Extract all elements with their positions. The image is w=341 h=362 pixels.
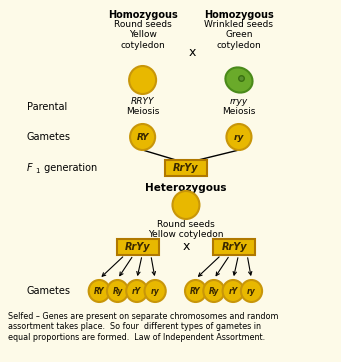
Circle shape [145,280,166,302]
Text: Selfed – Genes are present on separate chromosomes and random
assortment takes p: Selfed – Genes are present on separate c… [8,312,278,342]
Circle shape [107,280,128,302]
Text: ry: ry [247,286,256,295]
Text: ry: ry [151,286,160,295]
Text: RY: RY [94,286,105,295]
FancyBboxPatch shape [117,239,159,255]
Text: RRYY: RRYY [131,97,154,106]
Text: Meiosis: Meiosis [222,107,256,116]
Text: Homozygous: Homozygous [108,10,177,20]
Text: rryy: rryy [230,97,248,106]
Text: Gametes: Gametes [27,286,71,296]
Circle shape [89,280,110,302]
Text: Meiosis: Meiosis [126,107,159,116]
FancyBboxPatch shape [165,160,207,176]
Text: Gametes: Gametes [27,132,71,142]
Ellipse shape [225,67,253,93]
Circle shape [173,191,199,219]
Circle shape [223,280,244,302]
Text: Ry: Ry [113,286,123,295]
Text: 1: 1 [36,168,40,174]
Text: Parental: Parental [27,102,67,112]
Circle shape [130,124,155,150]
Text: Round seeds
Yellow
cotyledon: Round seeds Yellow cotyledon [114,20,172,50]
Text: Round seeds
Yellow cotyledon: Round seeds Yellow cotyledon [148,220,224,239]
Text: Ry: Ry [209,286,219,295]
Circle shape [241,280,262,302]
FancyBboxPatch shape [213,239,255,255]
Text: RrYy: RrYy [221,242,247,252]
Text: ry: ry [234,132,244,142]
Text: Homozygous: Homozygous [204,10,274,20]
Circle shape [185,280,206,302]
Circle shape [126,280,147,302]
Circle shape [226,124,252,150]
Text: F: F [27,163,33,173]
Circle shape [129,66,156,94]
Text: RrYy: RrYy [173,163,199,173]
Text: rY: rY [132,286,142,295]
Circle shape [203,280,224,302]
Text: RY: RY [190,286,201,295]
Text: RY: RY [136,132,149,142]
Text: Wrinkled seeds
Green
cotyledon: Wrinkled seeds Green cotyledon [205,20,273,50]
Text: rY: rY [228,286,238,295]
Text: generation: generation [42,163,98,173]
Text: x: x [189,46,196,59]
Text: RrYy: RrYy [125,242,151,252]
Text: Heterozygous: Heterozygous [145,183,227,193]
Text: x: x [182,240,190,253]
